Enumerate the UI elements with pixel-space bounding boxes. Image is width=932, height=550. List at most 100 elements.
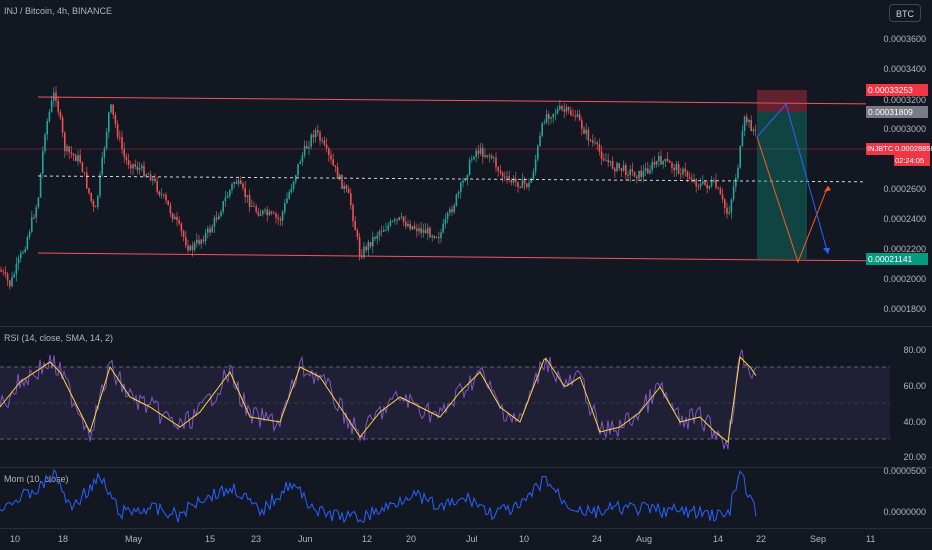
candle-body [391, 221, 394, 222]
candle-body [114, 114, 117, 125]
candle-body [640, 170, 642, 177]
candle-body [347, 188, 350, 194]
candle-body [138, 168, 141, 170]
candle-body [149, 174, 152, 181]
candle-body [706, 184, 708, 189]
candle-body [607, 160, 609, 163]
candle-body [675, 164, 678, 171]
candle-body [275, 213, 277, 218]
candle-body [378, 231, 381, 236]
candle-body [145, 174, 147, 177]
candle-body [446, 212, 449, 220]
candle-body [576, 114, 579, 117]
candle-body [647, 168, 649, 174]
momentum-indicator-title[interactable]: Mom (10, close) [4, 474, 69, 484]
candle-body [323, 140, 326, 145]
candle-body [631, 169, 634, 172]
candle-body [526, 183, 528, 187]
candle-body [88, 188, 90, 193]
candle-body [255, 206, 257, 212]
candle-body [400, 216, 403, 218]
candle-body [132, 164, 134, 169]
candle-body [259, 214, 262, 216]
candle-body [130, 165, 132, 169]
date-tick: May [125, 534, 143, 544]
price-tick: 0.0002000 [883, 274, 926, 284]
date-tick: 12 [362, 534, 373, 544]
candle-body [169, 205, 172, 214]
candle-body [77, 155, 79, 162]
rsi-line [0, 349, 757, 450]
candle-body [754, 129, 757, 131]
candle-body [702, 181, 704, 184]
candle-body [424, 229, 427, 234]
candle-body [688, 176, 691, 179]
candle-body [369, 241, 372, 247]
symbol-title[interactable]: INJ / Bitcoin, 4h, BINANCE [4, 6, 113, 16]
candle-body [372, 237, 374, 247]
candle-body [303, 145, 306, 156]
candle-body [204, 232, 207, 242]
candle-body [176, 216, 178, 221]
candle-body [737, 167, 739, 179]
date-tick: 14 [713, 534, 724, 544]
candle-body [713, 180, 715, 182]
candle-body [198, 239, 200, 244]
channel-upper-line [37, 96, 866, 105]
candle-body [440, 232, 442, 239]
candle-body [490, 155, 493, 159]
candle-body [697, 186, 700, 188]
candle-body [730, 199, 733, 213]
candle-body [677, 164, 680, 175]
candle-body [189, 245, 191, 251]
candle-body [220, 211, 222, 217]
candle-body [81, 162, 84, 173]
candle-body [295, 175, 297, 182]
candle-body [523, 178, 526, 184]
candle-body [464, 179, 466, 181]
candle-body [119, 136, 121, 138]
candle-body [48, 111, 51, 122]
candle-body [539, 135, 541, 146]
candle-body [488, 155, 491, 157]
candle-body [398, 217, 400, 220]
candle-body [422, 229, 425, 233]
projection-arrow-blue [823, 248, 830, 254]
candle-body [262, 210, 264, 215]
pane-separator[interactable] [0, 467, 932, 468]
candle-body [72, 153, 75, 156]
candle-body [101, 157, 103, 175]
rsi-indicator-title[interactable]: RSI (14, close, SMA, 14, 2) [4, 333, 114, 343]
date-tick: 22 [756, 534, 767, 544]
bar-countdown-tag: 02:24:05 [894, 155, 930, 166]
candle-body [389, 221, 392, 226]
candle-body [682, 168, 684, 175]
candle-body [543, 122, 546, 124]
candle-body [519, 186, 521, 188]
candle-body [460, 182, 462, 193]
pane-separator[interactable] [0, 326, 932, 327]
last-price-symbol-tag: INJBTC [866, 143, 894, 155]
last-price-tag: 0.00028858 [894, 143, 932, 155]
candle-body [482, 147, 484, 157]
candle-body [59, 111, 62, 118]
candle-body [559, 106, 561, 110]
candle-body [154, 178, 156, 182]
candle-body [86, 172, 88, 189]
candle-body [367, 241, 370, 251]
candle-body [695, 179, 697, 187]
candle-body [413, 226, 416, 229]
rsi-pane[interactable] [0, 327, 890, 467]
currency-button[interactable]: BTC [889, 4, 921, 22]
candle-body [248, 195, 251, 207]
price-chart-area[interactable] [0, 0, 866, 326]
candle-body [202, 239, 205, 242]
momentum-pane[interactable] [0, 468, 890, 528]
candle-body [301, 155, 304, 162]
candle-body [394, 219, 396, 222]
rsi-tick: 40.00 [903, 417, 926, 427]
candle-body [717, 187, 719, 189]
candle-body [160, 194, 163, 196]
candle-body [552, 114, 554, 118]
candle-body [671, 162, 673, 168]
